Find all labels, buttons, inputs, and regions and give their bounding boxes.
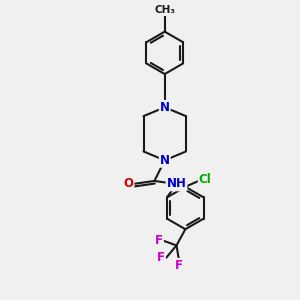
Text: F: F xyxy=(155,235,163,248)
Text: N: N xyxy=(160,154,170,167)
Text: N: N xyxy=(160,101,170,114)
Text: Cl: Cl xyxy=(199,173,212,186)
Text: NH: NH xyxy=(167,177,186,190)
Text: O: O xyxy=(124,177,134,190)
Text: F: F xyxy=(157,251,165,264)
Text: F: F xyxy=(175,259,183,272)
Text: CH₃: CH₃ xyxy=(154,5,175,15)
